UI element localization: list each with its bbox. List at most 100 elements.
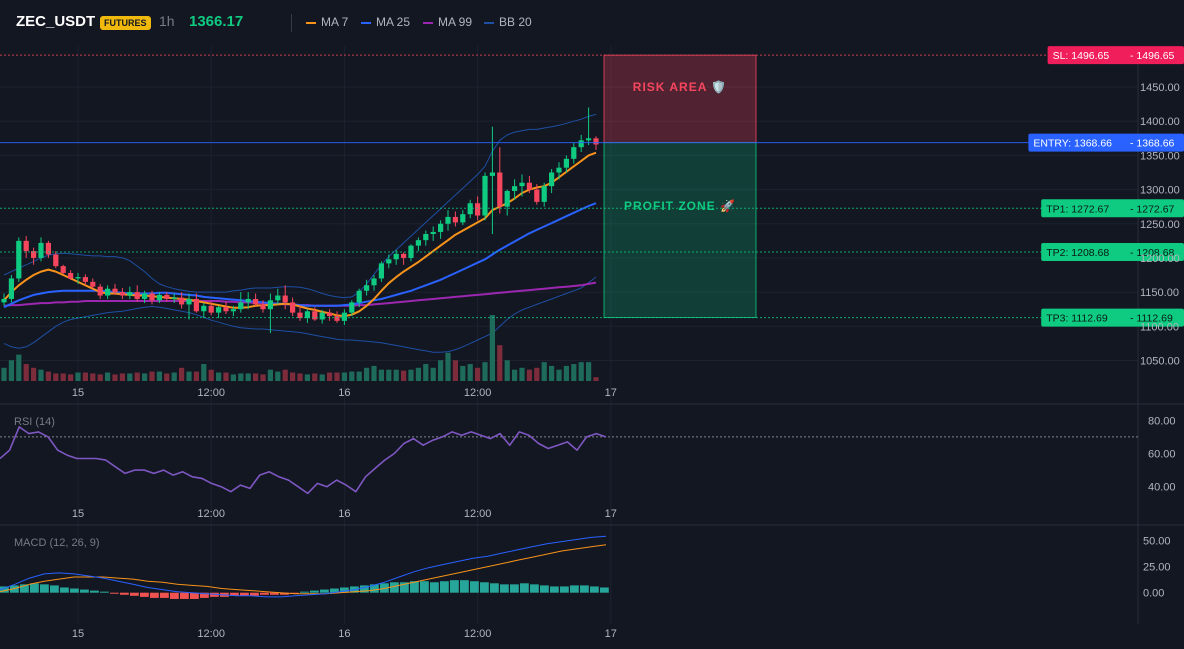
volume-bar — [549, 365, 555, 381]
candle — [238, 292, 244, 313]
candle — [275, 288, 281, 305]
candle-body — [364, 285, 370, 291]
macd-tick-label: 25.00 — [1143, 562, 1171, 574]
macd-histogram-bar — [430, 582, 439, 593]
candle-body — [504, 190, 510, 207]
candle-body — [327, 312, 333, 317]
volume-bar — [467, 364, 473, 381]
volume-bar — [60, 373, 66, 381]
legend-ma7[interactable]: MA 7 — [306, 15, 348, 29]
candle-body — [304, 311, 310, 319]
bb-lower-line — [3, 276, 597, 353]
candle — [267, 293, 273, 334]
candle-body — [526, 182, 532, 190]
candle — [438, 220, 444, 239]
volume-bar — [445, 352, 451, 381]
candle — [31, 247, 37, 265]
candle — [364, 279, 370, 296]
candle-body — [90, 281, 96, 287]
macd-histogram-bar — [180, 592, 189, 599]
macd-histogram-bar — [280, 592, 289, 595]
volume-bar — [75, 372, 81, 381]
volume-bar — [275, 371, 281, 381]
candle — [327, 309, 333, 321]
candle — [53, 251, 59, 269]
volume-bar — [156, 371, 162, 381]
volume-bar — [45, 371, 51, 381]
candle — [260, 300, 266, 313]
candle — [504, 189, 510, 216]
volume-bar — [216, 372, 222, 381]
macd-histogram-bar — [420, 581, 429, 593]
candle-body — [297, 312, 303, 319]
candle — [290, 297, 296, 317]
volume-bar — [452, 360, 458, 381]
candle — [127, 286, 133, 299]
candle — [171, 293, 177, 304]
level-tag — [1041, 243, 1184, 262]
macd-histogram-bar — [560, 586, 569, 593]
legend-ma25[interactable]: MA 25 — [361, 15, 410, 29]
volume-bar — [164, 373, 170, 381]
symbol-label[interactable]: ZEC_USDT — [16, 13, 96, 30]
candle-body — [341, 312, 347, 321]
candle-body — [541, 186, 547, 202]
candle-body — [563, 158, 569, 168]
legend-swatch-icon — [423, 21, 433, 24]
candle — [82, 274, 88, 286]
legend-ma99[interactable]: MA 99 — [423, 15, 472, 29]
timeframe-selector[interactable]: 1h — [159, 13, 175, 29]
candle — [253, 293, 259, 306]
time-tick-label: 12:00 — [464, 628, 492, 640]
macd-histogram-bar — [410, 581, 419, 593]
macd-histogram-bar — [40, 584, 49, 593]
candle-body — [460, 214, 466, 223]
candle-body — [356, 290, 362, 303]
legend-bb20[interactable]: BB 20 — [484, 15, 532, 29]
macd-histogram-bar — [580, 585, 589, 593]
profit-zone-label: PROFIT ZONE 🚀 — [624, 199, 736, 213]
time-axis: 15 12:00 16 12:00 17 — [72, 628, 617, 640]
candle-body — [415, 240, 421, 246]
volume-bar — [482, 362, 488, 381]
candle-body — [489, 172, 495, 176]
candle — [408, 244, 414, 262]
level-price-label: - 1368.66 — [1130, 138, 1175, 150]
candle-body — [334, 316, 340, 321]
time-tick-label: 12:00 — [197, 508, 225, 520]
volume-bar — [526, 369, 532, 381]
rsi-tick-label: 40.00 — [1148, 482, 1176, 494]
candle-body — [156, 294, 162, 301]
candle — [415, 237, 421, 252]
candle-body — [371, 278, 377, 286]
volume-bar — [186, 371, 192, 381]
candle-body — [275, 295, 281, 301]
candle — [541, 182, 547, 207]
macd-histogram-bar — [480, 582, 489, 593]
candle-body — [497, 172, 503, 207]
macd-histogram-bar — [210, 592, 219, 597]
macd-histogram-bar — [520, 583, 529, 593]
macd-histogram-bar — [360, 585, 369, 593]
macd-histogram-bar — [100, 591, 109, 593]
volume-bar — [16, 354, 22, 381]
candle-body — [193, 298, 199, 312]
volume-bar — [578, 362, 584, 381]
rsi-tick-label: 60.00 — [1148, 449, 1176, 461]
macd-tick-label: 50.00 — [1143, 536, 1171, 548]
legend-swatch-icon — [484, 21, 494, 24]
volume-bar — [127, 373, 133, 381]
candle — [186, 293, 192, 320]
volume-bar — [179, 367, 185, 381]
price-tick-label: 1250.00 — [1140, 219, 1180, 231]
candle — [430, 226, 436, 241]
level-price-label: - 1112.69 — [1130, 313, 1173, 325]
volume-bars — [1, 315, 599, 381]
macd-histogram-bar — [570, 585, 579, 593]
volume-bar — [334, 372, 340, 381]
price-tick-label: 1050.00 — [1140, 355, 1180, 367]
volume-bar — [430, 367, 436, 381]
candle — [16, 237, 22, 282]
candle — [341, 309, 347, 325]
